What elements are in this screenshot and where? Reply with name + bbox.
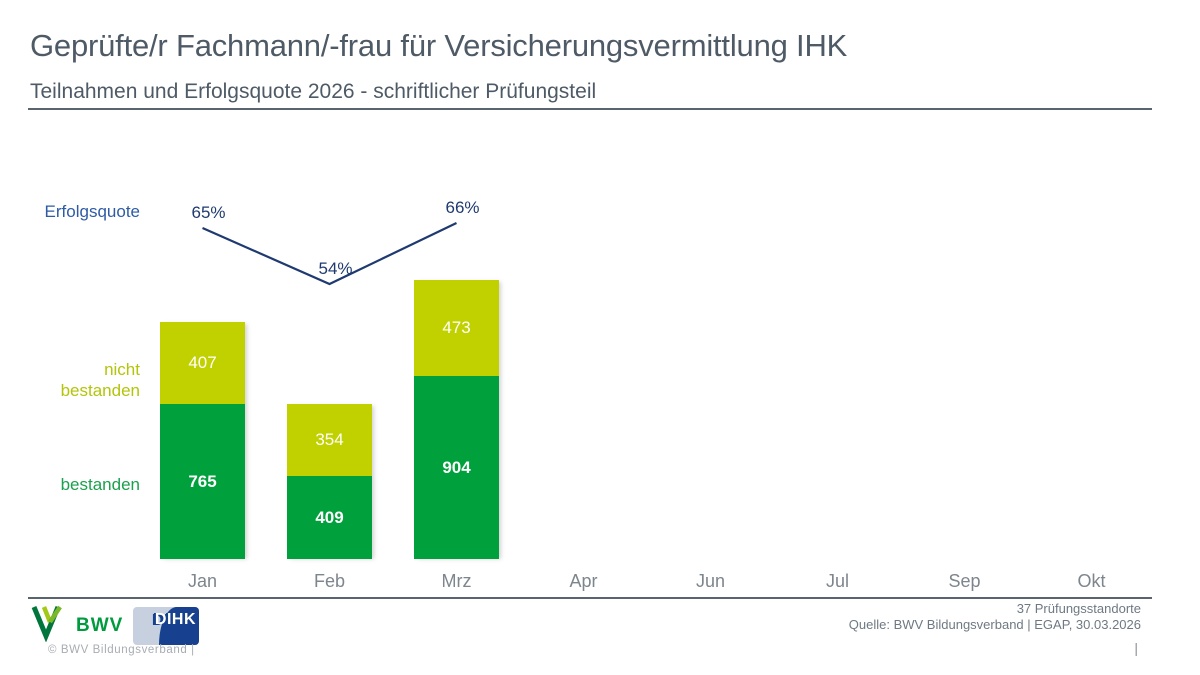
bar-jan: 407 765: [160, 322, 245, 559]
bar-jan-bestanden: 765: [160, 404, 245, 559]
x-axis: Jan Feb Mrz Apr Jun Jul Sep Okt: [139, 571, 1155, 592]
dihk-logo-blue-panel: [159, 607, 199, 645]
legend-erfolgsquote: Erfolgsquote: [44, 202, 140, 221]
x-axis-label-feb: Feb: [313, 571, 346, 591]
bar-mrz-bestanden: 904: [414, 376, 499, 559]
x-axis-label-mrz: Mrz: [441, 571, 472, 591]
bar-value-label: 407: [188, 353, 217, 372]
bar-jan-nicht-bestanden: 407: [160, 322, 245, 404]
bwv-logo-text: BWV: [76, 615, 124, 636]
dihk-logo: DIHK: [133, 607, 199, 645]
x-axis-label-apr: Apr: [569, 571, 598, 591]
bar-value-label: 765: [188, 471, 217, 491]
dihk-logo-text: DIHK: [154, 611, 196, 628]
copyright-text: © BWV Bildungsverband |: [48, 644, 195, 656]
x-axis-label-jun: Jun: [695, 571, 726, 591]
bar-feb-nicht-bestanden: 354: [287, 404, 372, 476]
bar-feb-bestanden: 409: [287, 476, 372, 559]
x-axis-label-sep: Sep: [948, 571, 981, 591]
footer-source: Quelle: BWV Bildungsverband | EGAP, 30.0…: [848, 617, 1141, 632]
bar-feb: 354 409: [287, 404, 372, 559]
legend-nicht-bestanden: nicht bestanden: [60, 360, 140, 400]
bar-value-label: 473: [442, 318, 471, 337]
bar-value-label: 354: [315, 430, 344, 449]
bar-mrz: 473 904: [414, 280, 499, 559]
header-divider: [28, 108, 1152, 110]
page-subtitle: Teilnahmen und Erfolgsquote 2026 - schri…: [30, 80, 597, 103]
x-axis-label-okt: Okt: [1077, 571, 1106, 591]
bar-mrz-nicht-bestanden: 473: [414, 280, 499, 376]
footer-standorte: 37 Prüfungsstandorte: [1016, 601, 1141, 616]
legend-bestanden: bestanden: [60, 475, 140, 494]
page-title: Geprüfte/r Fachmann/-frau für Versicheru…: [30, 28, 848, 63]
erfolgsquote-label-jan: 65%: [191, 203, 226, 222]
footer-divider: [28, 597, 1152, 599]
footer-page-separator: |: [1134, 640, 1138, 656]
erfolgsquote-label-feb: 54%: [318, 259, 353, 278]
bar-value-label: 904: [442, 457, 471, 477]
x-axis-label-jan: Jan: [187, 571, 218, 591]
x-axis-label-jul: Jul: [825, 571, 849, 591]
bar-value-label: 409: [315, 507, 344, 527]
bwv-logo: [31, 605, 62, 642]
erfolgsquote-label-mrz: 66%: [445, 198, 480, 217]
